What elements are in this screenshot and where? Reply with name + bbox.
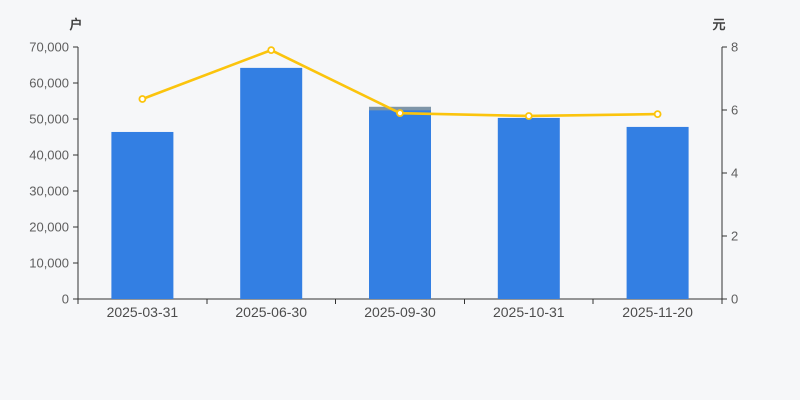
- line-marker[interactable]: [524, 112, 533, 120]
- x-axis-category-label: 2025-10-31: [493, 304, 565, 320]
- left-axis-tick-label: 0: [62, 292, 69, 307]
- households-bar[interactable]: [369, 110, 431, 299]
- left-axis-tick-label: 20,000: [29, 220, 69, 235]
- right-axis-tick-label: 8: [731, 40, 738, 55]
- left-axis-tick-label: 70,000: [29, 40, 69, 55]
- line-marker[interactable]: [653, 110, 662, 118]
- left-axis-tick-label: 60,000: [29, 76, 69, 91]
- right-axis-tick-label: 0: [731, 292, 738, 307]
- households-bar[interactable]: [240, 67, 303, 299]
- x-axis-category-label: 2025-09-30: [364, 304, 436, 320]
- line-marker[interactable]: [396, 109, 404, 118]
- households-bar[interactable]: [626, 126, 689, 299]
- left-axis-tick-label: 40,000: [29, 148, 69, 163]
- right-axis-tick-label: 2: [731, 229, 738, 244]
- line-marker[interactable]: [267, 46, 276, 55]
- left-axis-tick-label: 10,000: [29, 256, 69, 271]
- right-axis-unit-label: 元: [712, 17, 726, 32]
- x-axis-category-label: 2025-06-30: [235, 304, 307, 320]
- households-bar[interactable]: [497, 117, 560, 299]
- price-line-path: [141, 48, 659, 118]
- right-axis-tick-label: 6: [731, 103, 738, 118]
- x-axis-category-label: 2025-03-31: [107, 304, 179, 320]
- line-marker[interactable]: [138, 95, 147, 103]
- left-axis-unit-label: 户: [69, 17, 83, 32]
- left-axis-tick-label: 50,000: [29, 112, 69, 127]
- x-axis-category-label: 2025-11-20: [622, 304, 693, 320]
- left-axis-tick-label: 30,000: [29, 184, 69, 199]
- households-bar[interactable]: [111, 131, 174, 299]
- right-axis-tick-label: 4: [731, 166, 738, 181]
